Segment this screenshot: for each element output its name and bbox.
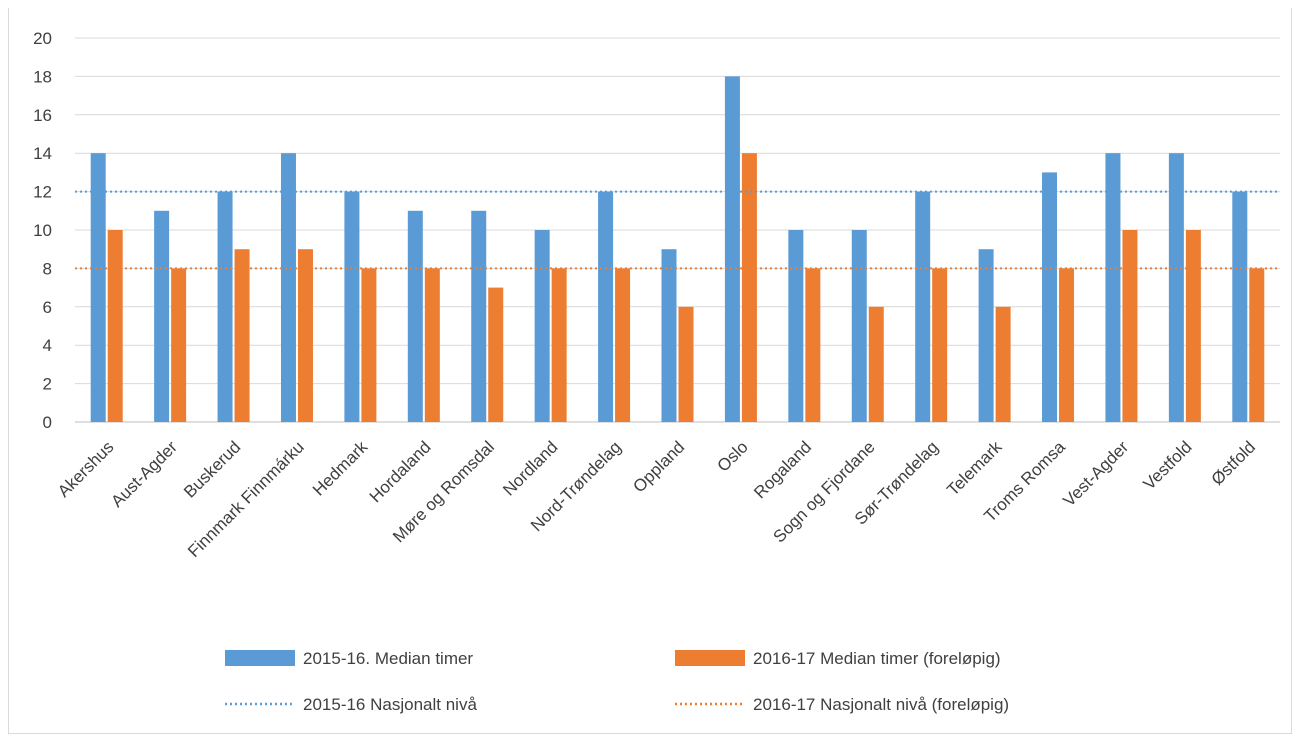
x-tick-label: Aust-Agder (107, 437, 181, 511)
y-tick-label: 0 (43, 413, 52, 432)
bar-2016-17 (932, 268, 948, 422)
bar-2015-16 (407, 210, 423, 422)
x-tick-label: Oppland (629, 437, 688, 496)
x-tick-label: Vest-Agder (1059, 437, 1132, 510)
bar-2016-17 (107, 230, 123, 422)
bar-2015-16 (788, 230, 804, 422)
x-tick-label: Telemark (943, 437, 1006, 500)
bar-2016-17 (297, 249, 313, 422)
legend: 2015-16. Median timer 2016-17 Median time… (225, 649, 1009, 714)
bar-2015-16 (915, 191, 931, 422)
bar-2015-16 (1105, 153, 1121, 422)
bar-2015-16 (724, 76, 740, 423)
bar-2015-16 (217, 191, 233, 422)
bar-2015-16 (598, 191, 614, 422)
bar-2015-16 (344, 191, 360, 422)
y-tick-label: 4 (43, 336, 52, 355)
y-tick-label: 2 (43, 375, 52, 394)
y-tick-label: 10 (33, 221, 52, 240)
bar-2015-16 (661, 249, 677, 422)
bar-2016-17 (361, 268, 377, 422)
y-axis-ticks: 0 2 4 6 8 10 12 14 16 18 20 (33, 29, 52, 432)
y-tick-label: 20 (33, 29, 52, 48)
bar-2016-17 (424, 268, 440, 422)
x-tick-label: Finnmark Finnmárku (184, 437, 308, 561)
x-tick-label: Østfold (1208, 437, 1260, 489)
reference-lines (75, 190, 1280, 270)
bar-2016-17 (551, 268, 567, 422)
gridlines (75, 37, 1280, 423)
legend-label: 2016-17 Median timer (foreløpig) (753, 649, 1001, 668)
bar-2015-16 (978, 249, 994, 422)
bars (90, 76, 1265, 423)
bar-2016-17 (1185, 230, 1201, 422)
x-tick-label: Hordaland (366, 437, 435, 506)
bar-2016-17 (741, 153, 757, 422)
x-tick-label: Nordland (499, 437, 561, 499)
y-tick-label: 14 (33, 144, 52, 163)
bar-2015-16 (1232, 191, 1248, 422)
x-tick-label: Vestfold (1139, 437, 1195, 493)
bar-2016-17 (805, 268, 821, 422)
y-tick-label: 16 (33, 106, 52, 125)
bar-2016-17 (488, 287, 504, 422)
legend-label: 2015-16. Median timer (303, 649, 473, 668)
bar-2015-16 (1168, 153, 1184, 422)
bar-2015-16 (534, 230, 550, 422)
y-tick-label: 8 (43, 259, 52, 278)
x-tick-label: Akershus (54, 437, 118, 501)
legend-swatch (225, 650, 295, 666)
chart-frame (8, 8, 1292, 734)
bar-2016-17 (995, 306, 1011, 422)
legend-label: 2016-17 Nasjonalt nivå (foreløpig) (753, 695, 1009, 714)
bar-2016-17 (1059, 268, 1075, 422)
bar-2015-16 (280, 153, 296, 422)
legend-swatch (675, 650, 745, 666)
bar-2015-16 (1042, 172, 1058, 422)
y-tick-label: 6 (43, 298, 52, 317)
legend-label: 2015-16 Nasjonalt nivå (303, 695, 477, 714)
bar-2016-17 (868, 306, 884, 422)
bar-2015-16 (851, 230, 867, 422)
bar-2015-16 (471, 210, 487, 422)
bar-2016-17 (1249, 268, 1265, 422)
bar-2016-17 (234, 249, 250, 422)
x-tick-label: Rogaland (750, 437, 815, 502)
bar-2016-17 (1122, 230, 1138, 422)
x-tick-label: Hedmark (309, 437, 372, 500)
y-tick-label: 18 (33, 67, 52, 86)
x-tick-label: Buskerud (180, 437, 244, 501)
bar-2016-17 (678, 306, 694, 422)
y-tick-label: 12 (33, 183, 52, 202)
bar-2016-17 (615, 268, 631, 422)
bar-2015-16 (90, 153, 106, 422)
x-tick-label: Oslo (714, 437, 752, 475)
bar-2016-17 (171, 268, 187, 422)
bar-2015-16 (154, 210, 170, 422)
